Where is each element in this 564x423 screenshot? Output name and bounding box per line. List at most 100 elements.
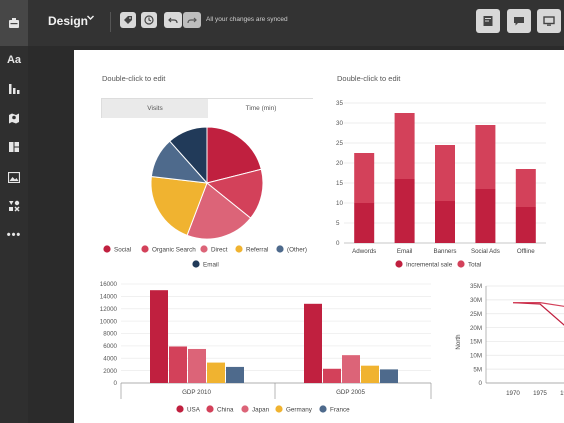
pie-slice (206, 126, 262, 184)
y-tick-label: 0 (479, 380, 483, 387)
gdp-bar (380, 369, 398, 383)
y-tick-label: 15M (470, 339, 482, 346)
legend-swatch (192, 260, 200, 268)
legend-swatch (276, 245, 284, 253)
x-tick-label: Social Ads (471, 248, 500, 255)
legend-label: Referral (246, 247, 268, 254)
legend-label: Email (203, 262, 219, 269)
redo-button[interactable] (183, 12, 201, 28)
legend-swatch (141, 245, 149, 253)
legend-label: France (330, 407, 350, 414)
tag-button[interactable] (120, 12, 136, 28)
y-tick-label: 15 (336, 180, 343, 187)
shapes-icon (9, 200, 20, 212)
legend-label: Incremental sale (406, 262, 453, 269)
chart-icon (9, 84, 20, 94)
pie-edit-hint: Double-click to edit (102, 74, 166, 83)
x-tick-label: GDP 2005 (336, 389, 365, 396)
text-tool-button[interactable]: Aa (5, 51, 23, 69)
x-tick-label: Email (397, 248, 412, 255)
comment-icon (514, 17, 524, 26)
gdp-bar (169, 346, 187, 383)
y-tick-label: 2000 (103, 368, 117, 375)
layout-tool-button[interactable] (5, 138, 23, 156)
chart-tool-button[interactable] (5, 80, 23, 98)
y-tick-label: 6000 (103, 343, 117, 350)
mode-dropdown-label[interactable]: Design (48, 14, 89, 28)
x-tick-label: Offline (517, 248, 535, 255)
y-tick-label: 5M (473, 366, 482, 373)
legend-swatch (395, 260, 403, 268)
line-series (512, 302, 564, 326)
home-button[interactable] (0, 0, 28, 46)
gdp-bar (304, 303, 322, 383)
slide-canvas[interactable]: Double-click to edit Double-click to edi… (74, 50, 564, 423)
y-tick-label: 10 (336, 200, 343, 207)
chevron-down-icon[interactable] (86, 13, 95, 25)
gdp-bar (207, 362, 225, 383)
legend-label: USA (187, 407, 201, 414)
x-tick-label: 1970 (506, 390, 520, 397)
legend-label: (Other) (287, 247, 307, 254)
stacked-edit-hint: Double-click to edit (337, 74, 401, 83)
undo-button[interactable] (164, 12, 182, 28)
left-toolbar: Aa ••• (0, 0, 28, 423)
x-tick-label: Banners (433, 248, 456, 255)
toolbar-divider (110, 12, 111, 32)
comments-button[interactable] (507, 9, 531, 33)
legend-swatch (200, 245, 208, 253)
map-pin-icon (9, 113, 19, 124)
y-tick-label: 16000 (100, 281, 118, 288)
notes-button[interactable] (476, 9, 500, 33)
shapes-tool-button[interactable] (5, 197, 23, 215)
present-button[interactable] (537, 9, 561, 33)
legend-label: Total (468, 262, 481, 269)
map-tool-button[interactable] (5, 109, 23, 127)
line-series (513, 302, 564, 307)
pie-slice (169, 126, 208, 185)
more-button[interactable]: ••• (5, 226, 23, 244)
stacked-bar-segment (475, 125, 496, 189)
home-icon (9, 17, 19, 28)
legend-swatch (457, 260, 465, 268)
clock-icon (144, 15, 154, 25)
y-tick-label: 8000 (103, 331, 117, 338)
pie-slice (150, 175, 208, 236)
stacked-bar-segment (435, 145, 455, 201)
y-tick-label: 0 (114, 380, 118, 387)
stacked-bar-segment (394, 179, 415, 243)
more-icon: ••• (6, 229, 22, 241)
gdp-bar (342, 355, 360, 383)
tab-visits[interactable]: Visits (102, 99, 208, 118)
legend-swatch (319, 405, 327, 413)
x-tick-label: 1975 (533, 390, 547, 397)
y-tick-label: 35 (336, 100, 343, 107)
y-tick-label: 25 (336, 140, 343, 147)
pie-tabs: Visits Time (min) (101, 98, 314, 118)
notes-icon (483, 16, 493, 26)
stacked-bar-segment (394, 113, 415, 179)
tab-time[interactable]: Time (min) (208, 99, 314, 118)
gdp-bar (150, 290, 168, 383)
top-toolbar: Design All your changes are synced (28, 0, 564, 46)
legend-label: Japan (252, 407, 270, 414)
y-tick-label: 14000 (100, 294, 118, 301)
history-button[interactable] (141, 12, 157, 28)
legend-swatch (241, 405, 249, 413)
legend-swatch (275, 405, 283, 413)
y-tick-label: 20 (336, 160, 343, 167)
typography-icon: Aa (6, 54, 22, 66)
y-tick-label: 35M (470, 283, 482, 290)
pie-slice (205, 168, 264, 219)
x-tick-label: Adwords (352, 248, 376, 255)
image-icon (8, 171, 20, 183)
x-tick-label: GDP 2010 (182, 389, 211, 396)
image-tool-button[interactable] (5, 168, 23, 186)
y-tick-label: 12000 (100, 306, 118, 313)
y-tick-label: 0 (336, 240, 340, 247)
y-tick-label: 20M (470, 325, 482, 332)
legend-label: Germany (286, 407, 313, 414)
gdp-bar (361, 365, 379, 383)
gdp-bar (323, 368, 341, 383)
